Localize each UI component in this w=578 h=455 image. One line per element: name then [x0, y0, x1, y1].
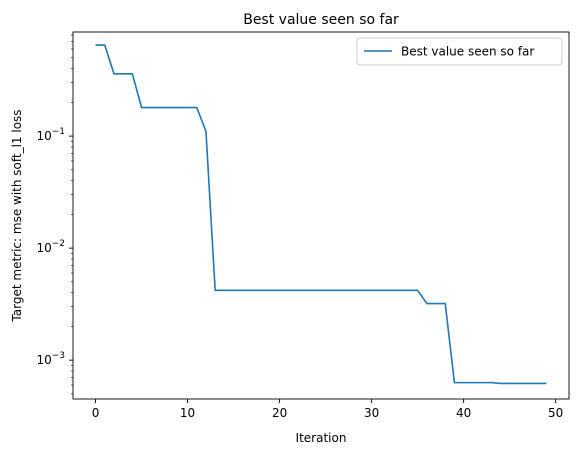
x-tick-label: 30 [364, 406, 379, 420]
series-layer [95, 44, 547, 385]
y-tick-label: 10−1 [36, 127, 65, 143]
x-tick-label: 0 [92, 406, 100, 420]
x-tick-label: 10 [180, 406, 195, 420]
x-axis: 0 10 20 30 40 50 [92, 399, 563, 420]
y-axis: 10−3 10−2 10−1 [36, 34, 73, 395]
legend-label: Best value seen so far [401, 45, 534, 59]
x-tick-label: 20 [272, 406, 287, 420]
plot-area [73, 32, 569, 399]
series-line-0 [95, 44, 547, 385]
legend: Best value seen so far [356, 37, 563, 66]
y-axis-label: Target metric: mse with soft_l1 loss [10, 109, 24, 322]
chart-title: Best value seen so far [243, 12, 399, 28]
x-tick-label: 50 [548, 406, 563, 420]
y-tick-label: 10−3 [36, 351, 65, 367]
y-tick-label: 10−2 [36, 239, 65, 255]
plot-frame [72, 31, 570, 400]
x-axis-label: Iteration [296, 431, 347, 445]
legend-box [356, 37, 563, 66]
x-tick-label: 40 [456, 406, 471, 420]
